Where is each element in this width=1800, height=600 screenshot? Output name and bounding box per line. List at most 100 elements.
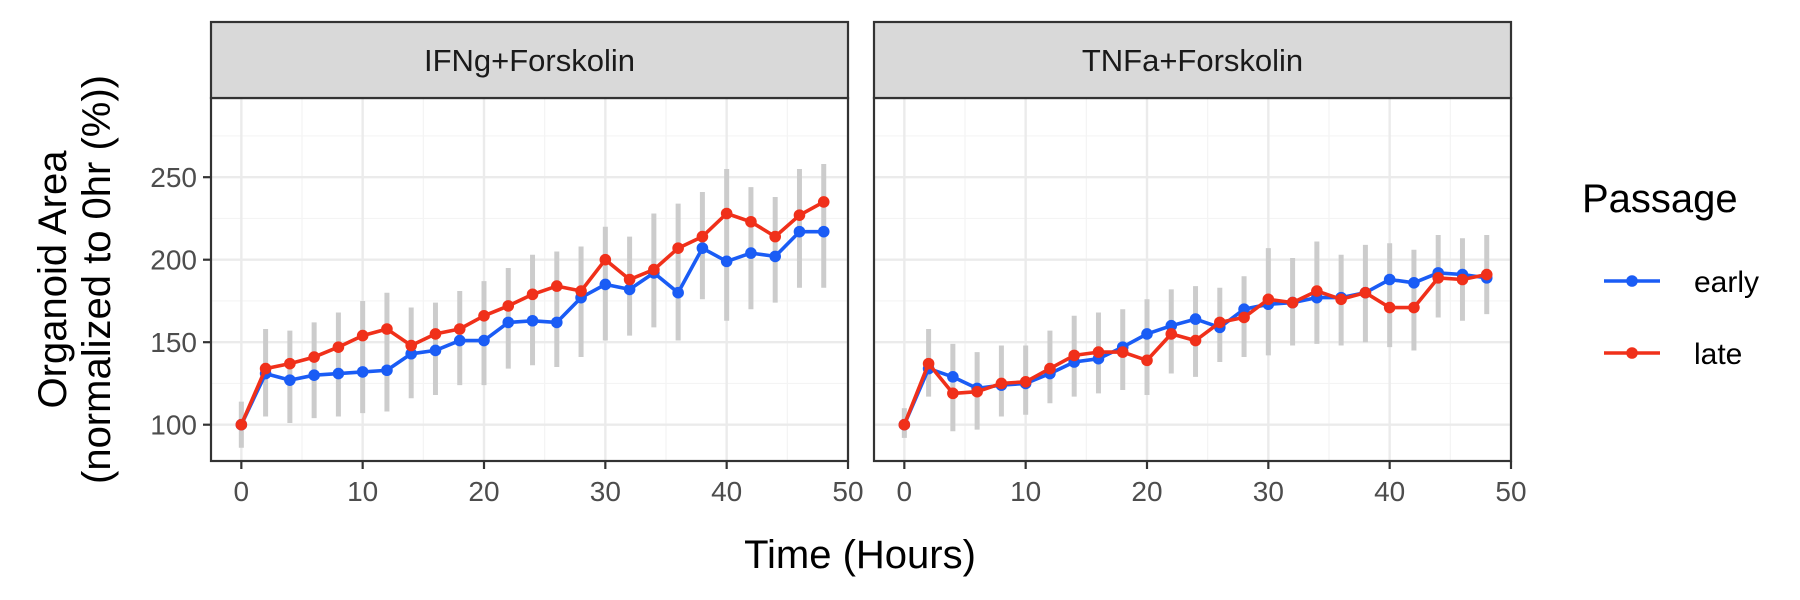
data-point-late: [769, 230, 781, 243]
y-tick-label: 150: [150, 327, 197, 358]
legend-label: early: [1694, 266, 1759, 299]
x-tick-label: 10: [347, 476, 378, 507]
data-point-early: [720, 255, 733, 268]
data-point-early: [793, 225, 806, 238]
data-point-late: [745, 215, 757, 228]
data-point-late: [793, 209, 806, 221]
data-point-early: [429, 344, 442, 357]
data-point-late: [1311, 285, 1323, 297]
data-point-early: [526, 314, 539, 327]
data-point-late: [1456, 273, 1469, 286]
data-point-late: [672, 242, 684, 254]
panel-background: [211, 98, 848, 461]
panel-background: [874, 98, 1511, 461]
y-tick-label: 200: [150, 245, 197, 276]
data-point-late: [1116, 346, 1129, 358]
y-axis-title-line-1: Organoid Area: [31, 150, 75, 409]
data-point-late: [1480, 268, 1493, 281]
data-point-early: [1189, 313, 1202, 325]
data-point-early: [551, 316, 563, 329]
panel-1: IFNg+Forskolin 0 10 20 30 40 50 100 150 200 250: [150, 20, 864, 507]
x-tick-label: 0: [897, 476, 913, 507]
x-tick-label: 40: [711, 476, 742, 507]
data-point-early: [1141, 328, 1153, 340]
data-point-early: [1238, 303, 1250, 316]
data-point-late: [332, 341, 345, 353]
data-point-late: [1359, 286, 1372, 299]
data-point-late: [623, 273, 636, 286]
data-point-late: [696, 230, 709, 243]
x-axis-ticks: 0 10 20 30 40 50: [234, 461, 864, 507]
data-point-early: [769, 250, 781, 263]
legend-key-point: [1626, 275, 1638, 287]
data-point-early: [332, 367, 345, 380]
data-point-early: [356, 366, 369, 378]
x-axis-title: Time (Hours): [744, 533, 976, 577]
data-point-early: [817, 225, 830, 238]
data-point-late: [429, 328, 442, 340]
data-point-late: [648, 263, 660, 276]
data-point-late: [284, 357, 296, 370]
data-point-early: [478, 334, 490, 347]
data-point-late: [971, 385, 983, 398]
x-tick-label: 20: [468, 476, 499, 507]
data-point-early: [947, 371, 959, 383]
facet-title: TNFa+Forskolin: [1082, 43, 1303, 78]
data-point-late: [995, 377, 1008, 390]
data-point-late: [1432, 272, 1444, 284]
data-point-early: [672, 286, 684, 299]
data-point-late: [1019, 376, 1032, 388]
data-point-early: [381, 364, 393, 377]
data-point-late: [453, 323, 466, 335]
data-point-late: [526, 288, 539, 301]
data-point-early: [1408, 277, 1420, 289]
legend-key-point: [1626, 347, 1638, 359]
data-point-late: [1408, 301, 1420, 314]
data-point-late: [1141, 354, 1153, 367]
facet-strip: [872, 20, 1513, 100]
data-point-late: [478, 310, 490, 322]
data-point-late: [259, 362, 272, 375]
y-axis-ticks: 100 150 200 250: [150, 162, 211, 441]
data-point-late: [1214, 316, 1226, 329]
panel-2: TNFa+Forskolin 0 10 20 30 40 50: [872, 20, 1527, 507]
data-point-late: [551, 280, 563, 292]
data-point-late: [405, 339, 418, 352]
data-point-early: [405, 347, 418, 360]
data-point-late: [235, 418, 248, 431]
data-point-late: [1189, 334, 1202, 347]
data-point-late: [1092, 346, 1105, 358]
data-point-late: [922, 357, 935, 370]
data-point-early: [696, 242, 709, 254]
axis-titles: Time (Hours) Organoid Area (normalized t…: [31, 75, 976, 577]
data-point-late: [1262, 293, 1275, 306]
x-tick-label: 40: [1374, 476, 1405, 507]
data-point-late: [502, 300, 515, 312]
y-tick-label: 250: [150, 162, 197, 193]
data-point-early: [1165, 319, 1178, 332]
x-axis-ticks: 0 10 20 30 40 50: [897, 461, 1527, 507]
data-point-late: [947, 387, 959, 400]
data-point-late: [575, 285, 587, 297]
y-axis-title-line-2: (normalized to 0hr (%)): [75, 75, 119, 484]
data-point-early: [599, 278, 612, 291]
legend-label: late: [1694, 338, 1742, 371]
data-point-early: [623, 283, 636, 296]
x-tick-label: 30: [590, 476, 621, 507]
legend-entry-early: early: [1604, 266, 1759, 299]
facet-strip: [209, 20, 850, 100]
x-tick-label: 50: [1495, 476, 1526, 507]
series-late: [898, 268, 1493, 431]
data-point-late: [1286, 296, 1299, 309]
x-tick-label: 10: [1010, 476, 1041, 507]
data-point-early: [453, 334, 466, 347]
series-late: [235, 196, 830, 431]
legend: Passage early late: [1582, 177, 1759, 371]
data-point-early: [502, 316, 515, 329]
x-tick-label: 20: [1131, 476, 1162, 507]
x-tick-label: 50: [832, 476, 863, 507]
legend-title: Passage: [1582, 177, 1738, 221]
data-point-early: [308, 369, 320, 382]
